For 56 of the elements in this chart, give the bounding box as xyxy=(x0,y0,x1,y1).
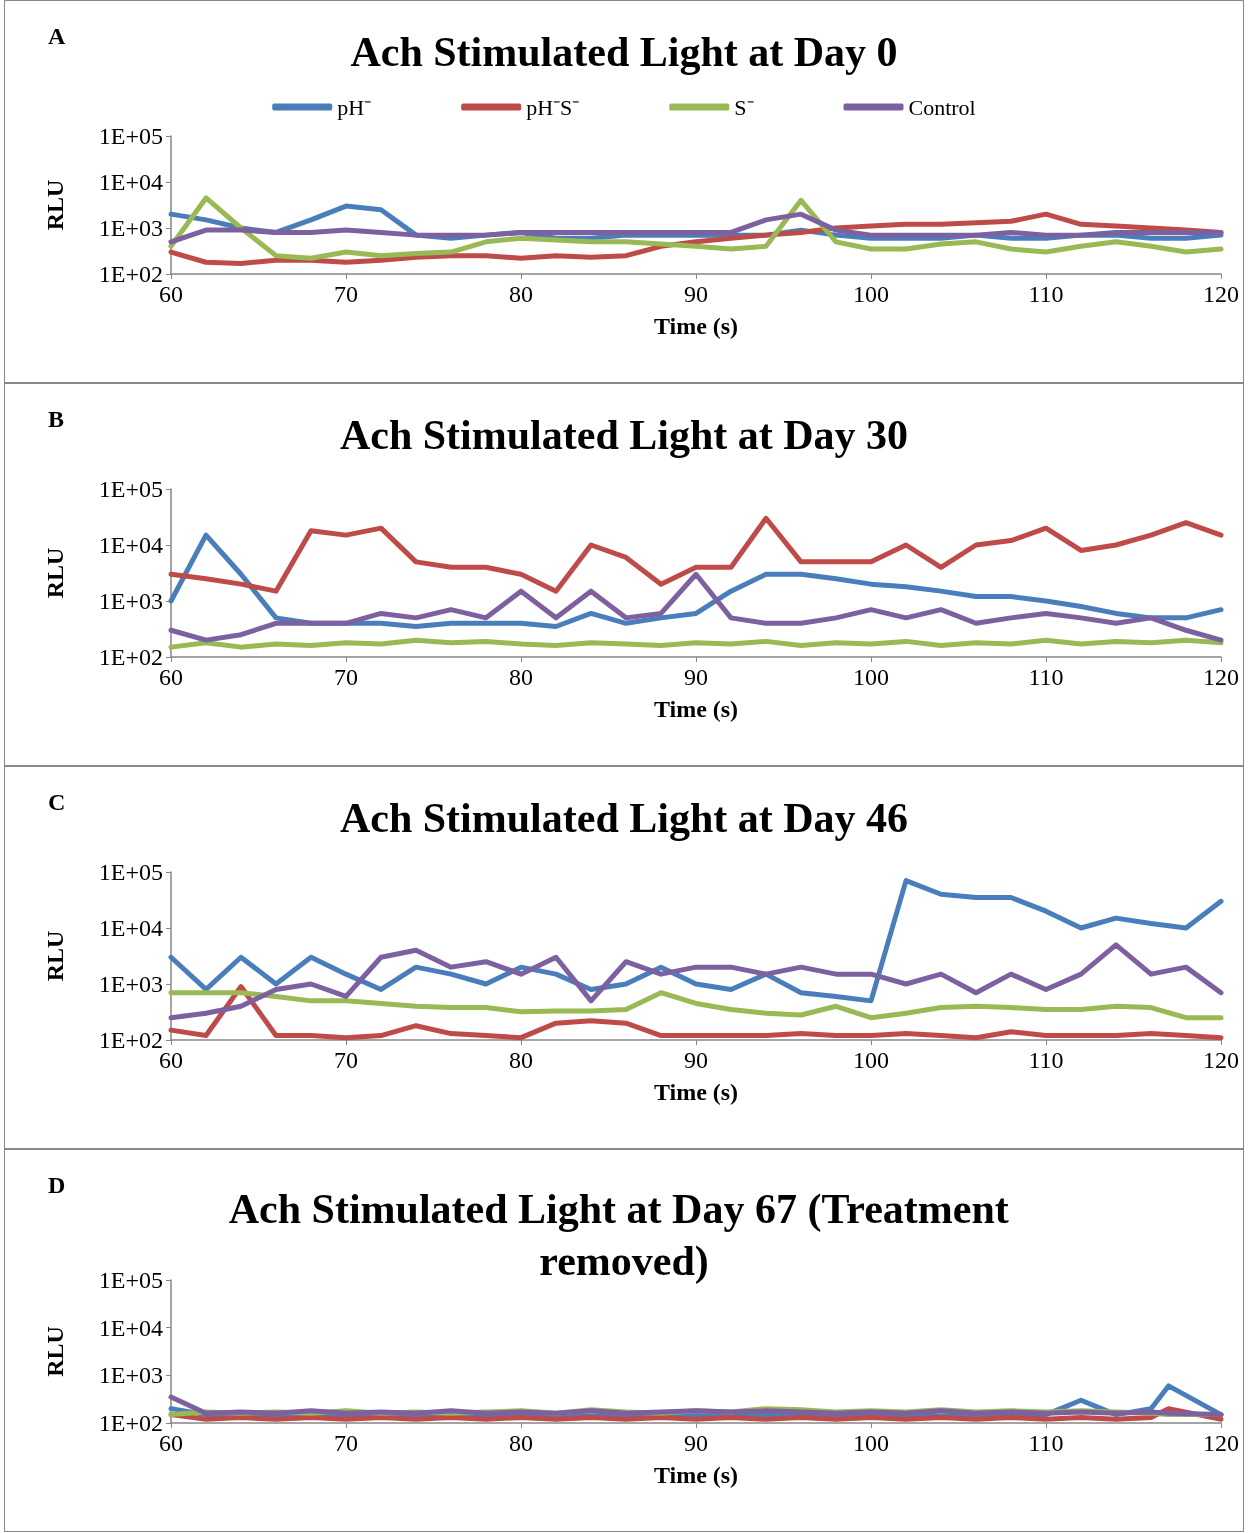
legend-label: Control xyxy=(908,94,976,120)
y-axis-title: RLU xyxy=(42,930,68,982)
legend-label: pH⁻ xyxy=(337,94,372,120)
legend-label: pH⁻S⁻ xyxy=(526,94,580,120)
y-axis-title: RLU xyxy=(42,179,68,231)
x-tick-label: 100 xyxy=(853,1047,889,1073)
chart-title: Ach Stimulated Light at Day 67 (Treatment removed) xyxy=(228,1186,1020,1285)
x-axis-title: Time (s) xyxy=(653,1079,739,1105)
y-tick-label: 1E+04 xyxy=(98,1314,163,1341)
text: B xyxy=(48,406,65,432)
y-tick-label: 1E+04 xyxy=(98,169,163,195)
x-tick-label: 120 xyxy=(1203,664,1239,690)
x-axis-title: Time (s) xyxy=(653,1462,739,1488)
legend-label: S⁻ xyxy=(734,94,754,120)
x-tick-label: 70 xyxy=(334,281,358,307)
chart-title: Ach Stimulated Light at Day 46 xyxy=(339,795,909,841)
chart-title: Ach Stimulated Light at Day 0 xyxy=(350,29,898,75)
x-tick-label: 120 xyxy=(1203,1430,1239,1456)
x-tick-label: 90 xyxy=(684,281,708,307)
chart-title: Ach Stimulated Light at Day 30 xyxy=(339,412,909,458)
x-tick-label: 90 xyxy=(684,1430,708,1456)
x-tick-label: 110 xyxy=(1028,281,1064,307)
text: C xyxy=(48,789,66,815)
x-tick-label: 80 xyxy=(509,664,533,690)
x-tick-label: 90 xyxy=(684,1047,708,1073)
y-tick-label: 1E+05 xyxy=(98,476,163,502)
x-axis-title: Time (s) xyxy=(653,696,739,722)
x-tick-label: 120 xyxy=(1203,1047,1239,1073)
x-tick-label: 80 xyxy=(509,1430,533,1456)
y-tick-label: 1E+03 xyxy=(98,1362,163,1389)
y-tick-label: 1E+03 xyxy=(98,971,163,997)
x-tick-label: 70 xyxy=(334,1047,358,1073)
x-tick-label: 70 xyxy=(334,1430,358,1456)
x-tick-label: 80 xyxy=(509,1047,533,1073)
y-tick-label: 1E+04 xyxy=(98,532,163,558)
x-tick-label: 100 xyxy=(853,1430,889,1456)
x-axis-title: Time (s) xyxy=(653,313,739,339)
y-tick-label: 1E+05 xyxy=(98,123,163,149)
x-tick-label: 100 xyxy=(853,664,889,690)
x-tick-label: 120 xyxy=(1203,281,1239,307)
x-tick-label: 100 xyxy=(853,281,889,307)
y-tick-label: 1E+05 xyxy=(98,1267,163,1293)
y-tick-label: 1E+05 xyxy=(98,859,163,885)
x-tick-label: 110 xyxy=(1028,1047,1064,1073)
text: A xyxy=(48,23,66,49)
x-tick-label: 80 xyxy=(509,281,533,307)
text: D xyxy=(48,1172,66,1198)
x-tick-label: 110 xyxy=(1028,664,1064,690)
x-tick-label: 110 xyxy=(1028,1430,1064,1456)
y-tick-label: 1E+03 xyxy=(98,588,163,614)
y-axis-title: RLU xyxy=(42,1326,68,1377)
y-tick-label: 1E+04 xyxy=(98,915,163,941)
y-tick-label: 1E+03 xyxy=(98,215,163,241)
y-axis-title: RLU xyxy=(42,547,68,599)
x-tick-label: 70 xyxy=(334,664,358,690)
x-tick-label: 90 xyxy=(684,664,708,690)
